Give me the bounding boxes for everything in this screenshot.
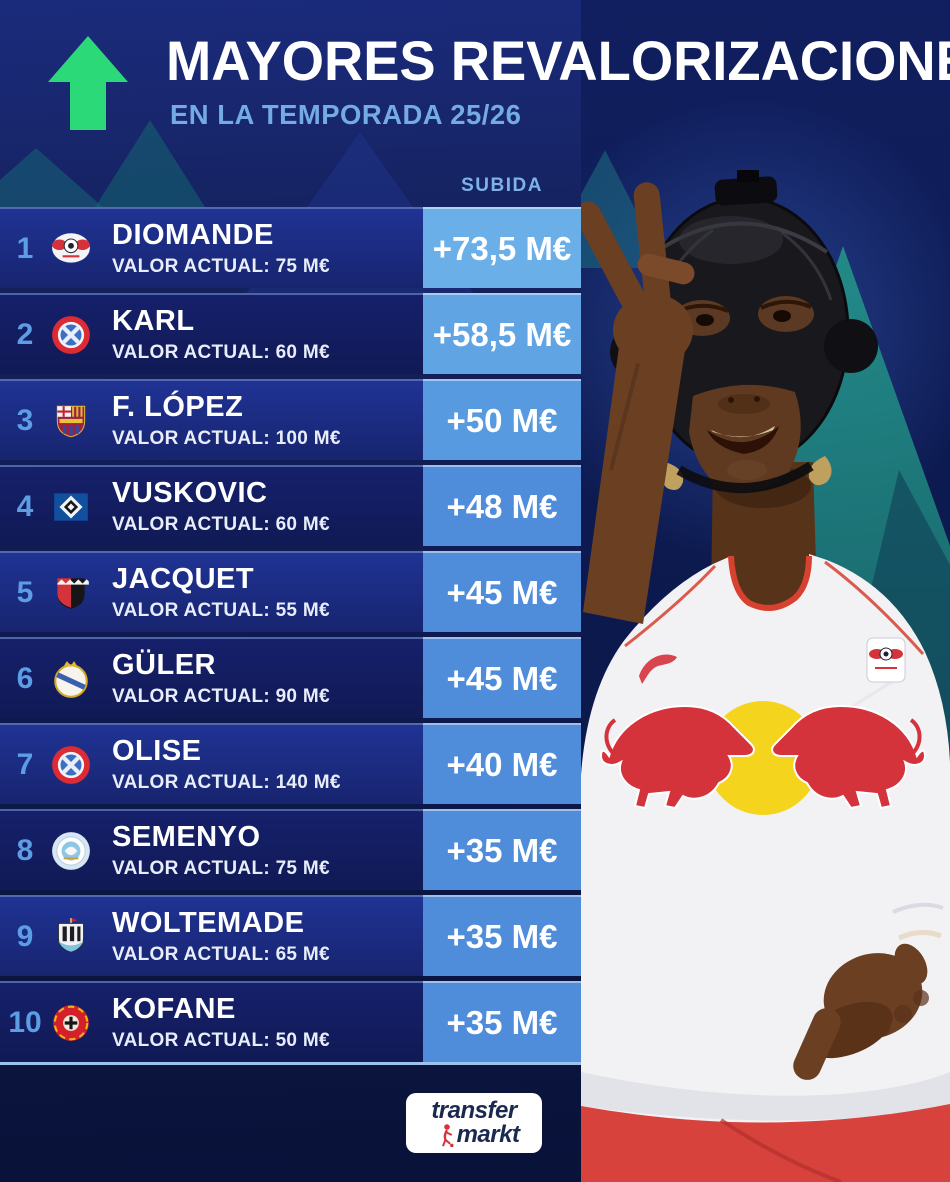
value-increase: +48 M€ bbox=[423, 465, 581, 546]
table-row: 8 SEMENYO VALOR ACTUAL: 75 M€ +35 M€ bbox=[0, 809, 581, 890]
club-badge-manchester-city bbox=[50, 830, 92, 872]
logo-text-markt: markt bbox=[456, 1121, 520, 1148]
current-value-label: VALOR ACTUAL: 75 M€ bbox=[112, 256, 330, 277]
value-increase: +35 M€ bbox=[423, 981, 581, 1062]
current-value-label: VALOR ACTUAL: 100 M€ bbox=[112, 428, 341, 449]
current-value-label: VALOR ACTUAL: 75 M€ bbox=[112, 858, 330, 879]
rank-number: 9 bbox=[16, 919, 34, 953]
rank-number: 10 bbox=[8, 1005, 42, 1039]
value-increase: +73,5 M€ bbox=[423, 207, 581, 288]
current-value-label: VALOR ACTUAL: 50 M€ bbox=[112, 1030, 330, 1051]
up-arrow-icon bbox=[48, 36, 128, 130]
player-name: KOFANE bbox=[112, 993, 236, 1025]
value-column-header: SUBIDA bbox=[461, 175, 543, 196]
table-row: 9 WOLTEMADE VALOR ACTUAL: 65 M€ +35 M€ bbox=[0, 895, 581, 976]
player-name: KARL bbox=[112, 305, 195, 337]
player-name: SEMENYO bbox=[112, 821, 261, 853]
rank-number: 7 bbox=[16, 747, 34, 781]
logo-text-transfer: transfer bbox=[431, 1096, 517, 1124]
club-badge-rb-leipzig bbox=[50, 228, 92, 270]
rank-number: 2 bbox=[16, 317, 34, 351]
rank-number: 4 bbox=[16, 489, 34, 523]
table-row: 4 VUSKOVIC VALOR ACTUAL: 60 M€ +48 M€ bbox=[0, 465, 581, 546]
rank-number: 5 bbox=[16, 575, 34, 609]
club-badge-barcelona bbox=[50, 400, 92, 442]
player-name: F. LÓPEZ bbox=[112, 391, 244, 423]
value-increase: +40 M€ bbox=[423, 723, 581, 804]
player-name: WOLTEMADE bbox=[112, 907, 305, 939]
transfermarkt-logo: transfer markt bbox=[406, 1093, 542, 1153]
player-name: DIOMANDE bbox=[112, 219, 274, 251]
current-value-label: VALOR ACTUAL: 60 M€ bbox=[112, 342, 330, 363]
table-row: 6 GÜLER VALOR ACTUAL: 90 M€ +45 M€ bbox=[0, 637, 581, 718]
table-row: 7 OLISE VALOR ACTUAL: 140 M€ +40 M€ bbox=[0, 723, 581, 804]
club-badge-bayern bbox=[50, 314, 92, 356]
value-increase: +35 M€ bbox=[423, 809, 581, 890]
table-row: 5 JACQUET VALOR ACTUAL: 55 M€ +45 M€ bbox=[0, 551, 581, 632]
player-photo-diomande bbox=[581, 0, 950, 1182]
value-increase: +35 M€ bbox=[423, 895, 581, 976]
player-name: OLISE bbox=[112, 735, 202, 767]
current-value-label: VALOR ACTUAL: 65 M€ bbox=[112, 944, 330, 965]
club-badge-rennes bbox=[50, 572, 92, 614]
club-badge-leverkusen bbox=[50, 1002, 92, 1044]
table-row: 2 KARL VALOR ACTUAL: 60 M€ +58,5 M€ bbox=[0, 293, 581, 374]
player-name: VUSKOVIC bbox=[112, 477, 268, 509]
page-title: MAYORES REVALORIZACIONES bbox=[166, 29, 950, 92]
background-triangle bbox=[92, 120, 208, 212]
table-row: 3 F. LÓPEZ VALOR ACTUAL: 100 M€ +50 M€ bbox=[0, 379, 581, 460]
footballer-icon bbox=[439, 1122, 455, 1148]
current-value-label: VALOR ACTUAL: 60 M€ bbox=[112, 514, 330, 535]
ranking-table: 1 DIOMANDE VALOR ACTUAL: 75 M€ +73,5 M€ … bbox=[0, 207, 581, 1065]
rank-number: 6 bbox=[16, 661, 34, 695]
club-badge-hamburg bbox=[50, 486, 92, 528]
club-badge-real-madrid bbox=[50, 658, 92, 700]
current-value-label: VALOR ACTUAL: 140 M€ bbox=[112, 772, 341, 793]
club-badge-bayern bbox=[50, 744, 92, 786]
value-increase: +45 M€ bbox=[423, 551, 581, 632]
value-increase: +58,5 M€ bbox=[423, 293, 581, 374]
table-row: 10 KOFANE VALOR ACTUAL: 50 M€ +35 M€ bbox=[0, 981, 581, 1062]
club-badge-newcastle bbox=[50, 916, 92, 958]
current-value-label: VALOR ACTUAL: 55 M€ bbox=[112, 600, 330, 621]
rank-number: 1 bbox=[16, 231, 34, 265]
value-increase: +45 M€ bbox=[423, 637, 581, 718]
player-name: JACQUET bbox=[112, 563, 255, 595]
current-value-label: VALOR ACTUAL: 90 M€ bbox=[112, 686, 330, 707]
rank-number: 8 bbox=[16, 833, 34, 867]
value-increase: +50 M€ bbox=[423, 379, 581, 460]
player-photo-illustration bbox=[581, 0, 950, 1182]
page-subtitle: EN LA TEMPORADA 25/26 bbox=[170, 99, 522, 130]
background-triangle bbox=[0, 148, 106, 210]
rank-number: 3 bbox=[16, 403, 34, 437]
table-row: 1 DIOMANDE VALOR ACTUAL: 75 M€ +73,5 M€ bbox=[0, 207, 581, 288]
player-name: GÜLER bbox=[112, 649, 216, 681]
